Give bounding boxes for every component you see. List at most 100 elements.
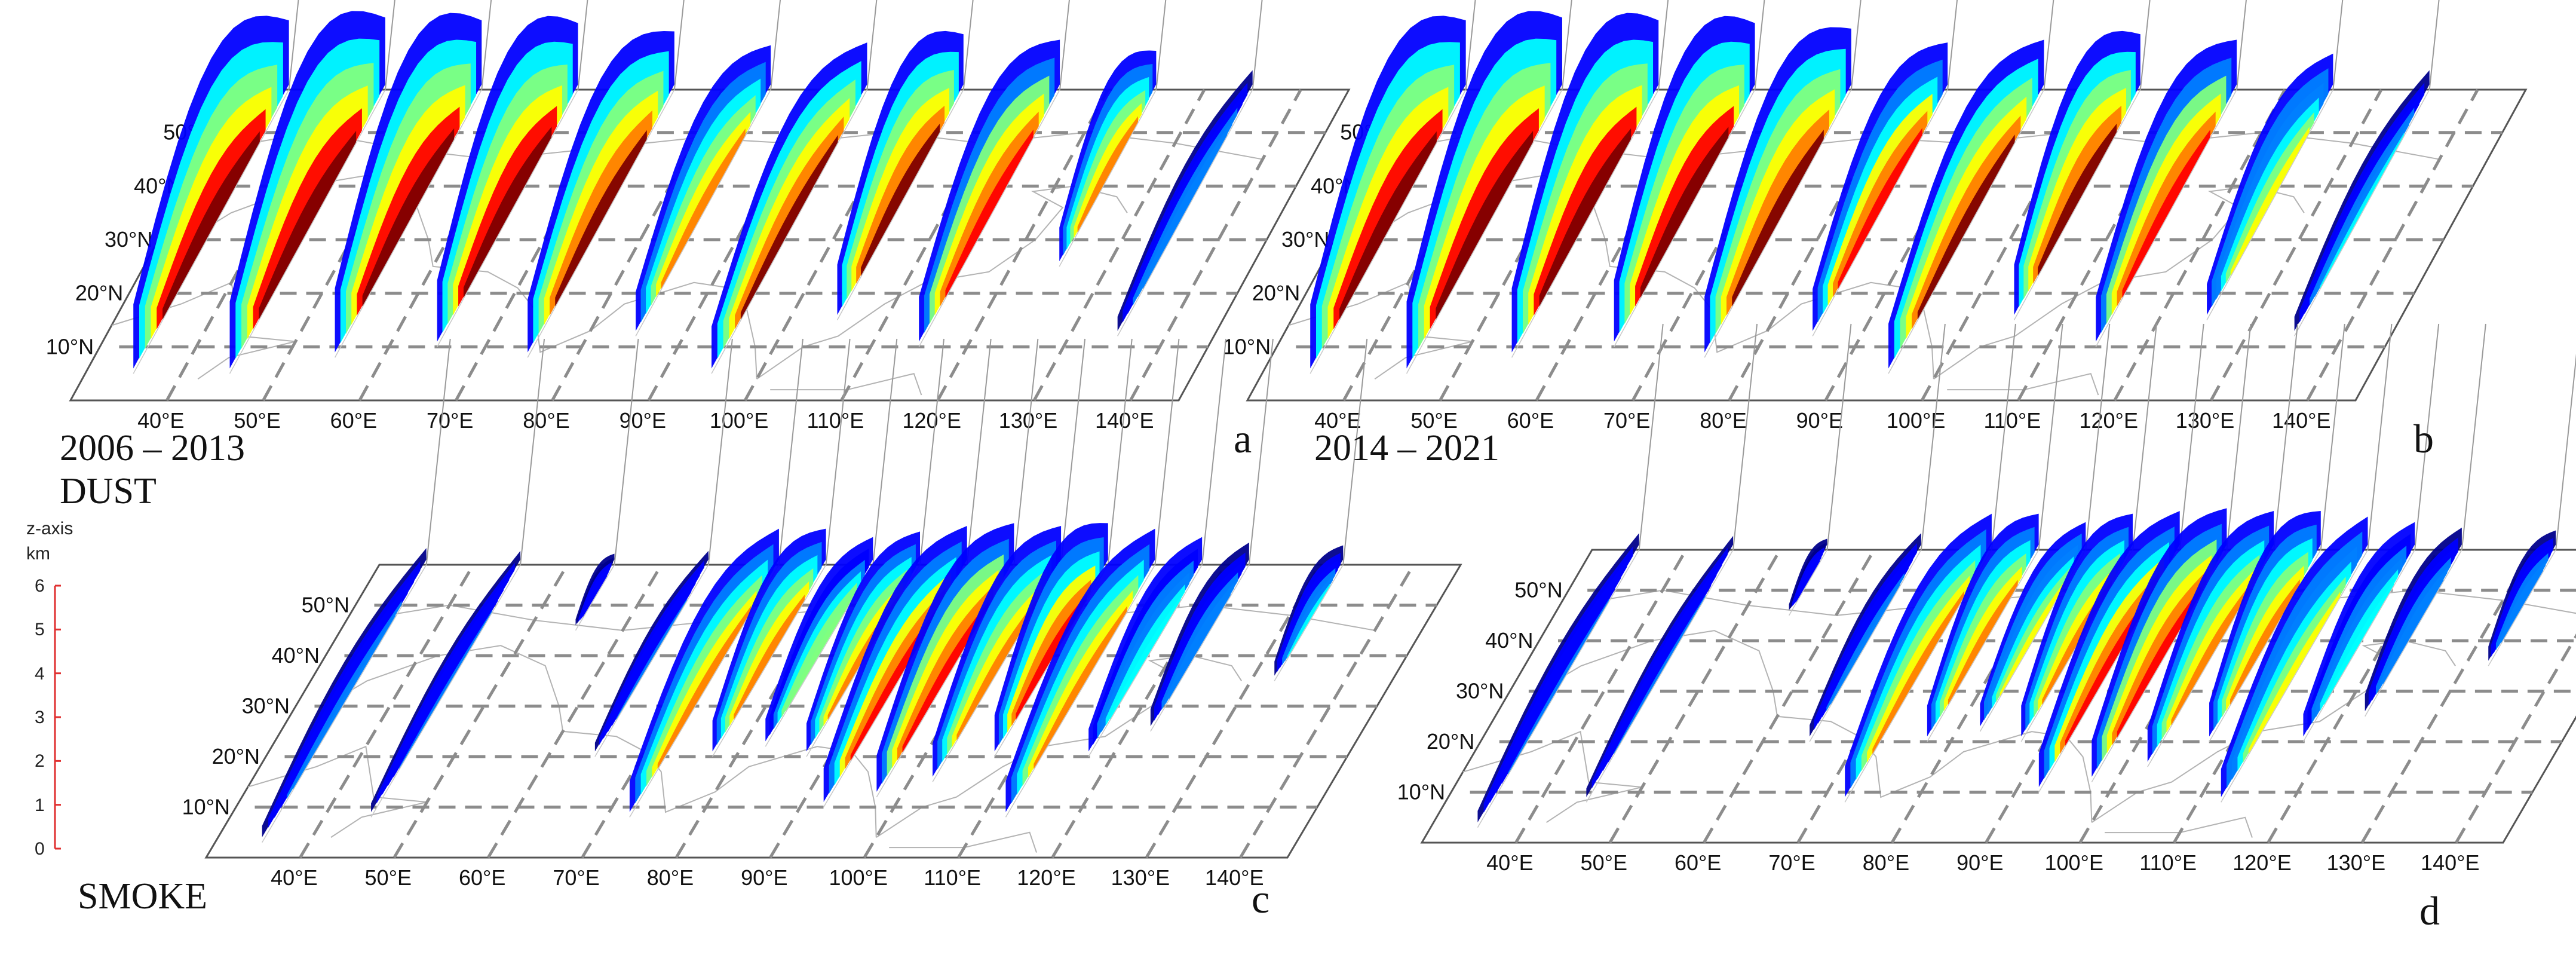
lon-tick-label: 140°E [2421,850,2479,875]
curtain-75 [1704,0,1862,358]
lon-tick-label: 60°E [1675,850,1721,875]
zaxis-tick-label: 6 [35,576,45,596]
curtain-65 [437,0,588,347]
curtain-z-ruler [2367,323,2393,550]
curtain-35 [262,338,451,843]
curtain-baseline [635,89,771,336]
species-label-smoke: SMOKE [78,876,208,917]
curtain-baseline [1477,549,1640,828]
curtain-z-ruler [2555,353,2576,550]
lat-tick-label: 30°N [1281,227,1329,252]
lon-gridline [2360,549,2534,844]
curtain-55 [575,338,639,631]
curtain-55 [1511,0,1669,358]
curtain-45 [1406,0,1572,374]
curtain-z-ruler [1342,338,1368,565]
coastline [1947,372,2099,396]
coastline [2091,640,2456,824]
curtain-107.5 [2209,323,2345,742]
curtain-layer [1917,134,2015,320]
curtain-layer [1436,130,1534,320]
curtain-102.5 [2147,323,2299,767]
curtain-z-ruler [1465,0,1476,90]
period-label-top-right: 2014 – 2021 [1314,428,1499,469]
lon-tick-label: 50°E [365,865,412,890]
panel-c: 10°N 20°N 30°N 40°N 50°N 40°E 50°E 60°E 70°E 80°E… [182,338,1462,890]
curtain-layer [1287,583,1330,659]
coastline [1462,730,1643,824]
curtain-baseline [1088,564,1203,757]
lon-tick-label: 110°E [2139,850,2197,875]
curtain-baseline [1310,89,1467,374]
curtain-layer [1614,595,1706,754]
curtain-layer [657,606,752,769]
curtain-baseline [334,89,482,358]
curtain-77.5 [712,338,851,757]
curtain-45 [229,0,395,374]
curtain-layer [259,130,357,320]
curtain-baseline [2302,549,2415,742]
curtain-baseline [711,89,868,374]
lon-gridline [1145,564,1321,859]
lat-tick-label: 30°N [242,694,290,718]
lon-gridline [1032,88,1206,402]
coastline [770,372,922,396]
curtain-z-ruler [1920,323,1946,550]
curtain-z-ruler [2273,323,2299,550]
curtain-132.5 [1274,338,1368,681]
curtain-z-ruler [872,338,898,565]
curtain-layer [2122,129,2210,298]
lon-tick-label: 130°E [2327,850,2385,875]
curtain-layer [2324,581,2394,705]
lon-tick-label: 50°E [234,408,280,433]
lat-tick-label: 10°N [46,334,94,359]
curtain-layer [1077,116,1138,232]
curtain-97.5 [876,338,1039,798]
curtain-layer [2000,579,2066,697]
lon-tick-label: 100°E [710,408,768,433]
curtain-layer [582,575,608,617]
zaxis-tick-label: 3 [35,708,45,727]
curtain-baseline [836,89,964,320]
curtain-z-ruler [2038,323,2063,550]
panel-b: 10°N20°N30°N40°N50°N40°E50°E60°E70°E80°E… [1223,0,2528,433]
curtain-115 [918,0,1070,347]
curtain-z-ruler [288,0,299,90]
curtain-baseline [1274,564,1344,681]
curtain-baseline [1117,89,1253,336]
curtain-z-ruler [1013,338,1039,565]
lon-tick-label: 60°E [459,865,505,890]
lon-gridline [2455,633,2576,844]
curtain-z-ruler [1638,323,1664,550]
lon-tick-label: 120°E [2079,408,2138,433]
panel-letter-b: b [2414,416,2434,461]
zaxis-tick-label: 0 [35,839,45,859]
curtain-95 [711,0,878,374]
curtain-105 [2013,0,2151,320]
curtain-65 [1809,323,1946,742]
curtain-z-ruler [1154,338,1180,565]
curtain-z-ruler [1658,0,1669,90]
curtain-layer [861,123,940,276]
panel-letter-a: a [1234,416,1252,461]
curtain-layer [786,594,853,712]
lon-gridline [674,564,851,859]
curtain-z-ruler [919,338,944,565]
curtain-z-ruler [966,338,992,565]
curtain-layer [1732,130,1824,307]
curtain-55 [1788,323,1852,616]
curtain-102.5 [932,338,1086,782]
curtain-baseline [594,564,709,757]
curtain-82.5 [765,338,898,747]
curtain-132.5 [2488,353,2576,666]
lon-tick-label: 40°E [137,408,184,433]
curtain-z-ruler [866,0,878,90]
curtain-125 [2206,0,2344,320]
curtain-z-ruler [1732,323,1758,550]
lat-tick-label: 40°N [272,643,320,668]
curtain-85 [635,0,781,336]
lon-gridline [392,564,569,859]
curtain-z-ruler [1252,0,1263,90]
panel-a: 10°N20°N30°N40°N50°N40°E50°E60°E70°E80°E… [46,0,1351,433]
curtain-layer [1872,591,1964,754]
